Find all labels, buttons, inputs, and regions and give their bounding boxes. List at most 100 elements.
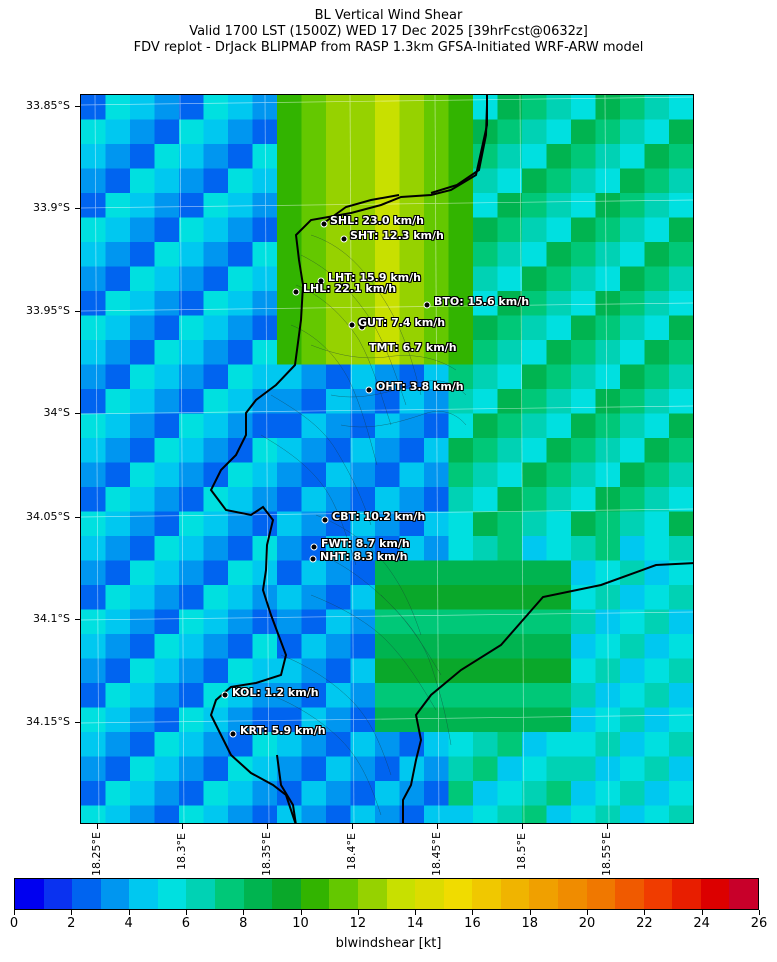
- station-label-bto[interactable]: BTO: 15.6 km/h: [434, 295, 530, 308]
- station-marker[interactable]: [423, 301, 431, 309]
- shear-cell: [203, 536, 229, 561]
- wind-shear-map[interactable]: [80, 94, 694, 824]
- shear-cell: [473, 413, 498, 439]
- shear-cell: [130, 805, 155, 823]
- shear-cell: [448, 805, 474, 823]
- station-label-lhl[interactable]: LHL: 22.1 km/h: [303, 282, 397, 295]
- shear-cell: [669, 413, 693, 439]
- shear-cell: [669, 315, 693, 341]
- shear-cell: [375, 560, 400, 586]
- shear-cell: [203, 413, 229, 439]
- shear-cell: [424, 658, 449, 684]
- station-label-krt[interactable]: KRT: 5.9 km/h: [240, 724, 326, 737]
- shear-cell: [375, 756, 400, 782]
- shear-cell: [669, 217, 693, 243]
- shear-cell: [326, 168, 351, 194]
- shear-cell: [301, 168, 327, 194]
- station-label-sht[interactable]: SHT: 12.3 km/h: [350, 229, 444, 242]
- shear-cell: [595, 805, 621, 823]
- station-marker[interactable]: [309, 555, 317, 563]
- shear-cell: [448, 560, 474, 586]
- shear-cell: [81, 707, 106, 733]
- shear-cell: [644, 658, 670, 684]
- shear-cell: [105, 193, 131, 218]
- shear-cell: [522, 291, 547, 316]
- shear-cell: [203, 168, 229, 194]
- station-label-oht[interactable]: OHT: 3.8 km/h: [376, 380, 464, 393]
- lon-tick: [522, 824, 523, 829]
- shear-cell: [252, 217, 278, 243]
- station-marker[interactable]: [348, 321, 356, 329]
- station-label-cbt[interactable]: CBT: 10.2 km/h: [332, 510, 426, 523]
- station-label-fwt[interactable]: FWT: 8.7 km/h: [321, 537, 410, 550]
- shear-cell: [522, 266, 547, 292]
- shear-cell: [694, 365, 695, 390]
- shear-cell: [252, 315, 278, 341]
- shear-cell: [571, 95, 596, 120]
- lon-label: 18.45°E: [430, 832, 443, 876]
- shear-cell: [424, 242, 449, 267]
- shear-cell: [179, 217, 204, 243]
- shear-cell: [154, 389, 180, 414]
- station-label-gut[interactable]: GUT: 7.4 km/h: [358, 316, 446, 329]
- shear-cell: [424, 805, 449, 823]
- station-marker[interactable]: [229, 730, 237, 738]
- shear-cell: [228, 805, 253, 823]
- shear-cell: [644, 315, 670, 341]
- shear-cell: [546, 462, 572, 488]
- shear-cell: [130, 536, 155, 561]
- station-marker[interactable]: [310, 543, 318, 551]
- station-marker[interactable]: [340, 235, 348, 243]
- shear-cell: [473, 193, 498, 218]
- station-label-shl[interactable]: SHL: 23.0 km/h: [330, 214, 424, 227]
- shear-cell: [105, 585, 131, 610]
- colorbar-tick: [701, 910, 703, 915]
- shear-cell: [522, 438, 547, 463]
- shear-cell: [81, 144, 106, 169]
- station-label-lht[interactable]: LHT: 15.9 km/h: [328, 271, 421, 284]
- shear-cell: [595, 242, 621, 267]
- shear-cell: [105, 438, 131, 463]
- shear-cell: [105, 119, 131, 145]
- station-marker[interactable]: [292, 288, 300, 296]
- station-marker[interactable]: [221, 691, 229, 699]
- colorbar-segment: [215, 879, 244, 909]
- shear-cell: [522, 511, 547, 537]
- shear-cell: [105, 609, 131, 635]
- shear-cell: [669, 511, 693, 537]
- lon-label: 18.35°E: [260, 832, 273, 876]
- station-marker[interactable]: [321, 516, 329, 524]
- shear-cell: [571, 781, 596, 806]
- shear-cell: [644, 389, 670, 414]
- shear-cell: [105, 560, 131, 586]
- shear-cell: [301, 511, 327, 537]
- station-marker[interactable]: [320, 220, 328, 228]
- shear-cell: [350, 658, 376, 684]
- shear-cell: [571, 315, 596, 341]
- shear-cell: [497, 487, 523, 512]
- station-marker[interactable]: [358, 323, 366, 331]
- shear-cell: [326, 805, 351, 823]
- station-label-kol[interactable]: KOL: 1.2 km/h: [232, 686, 319, 699]
- station-label-nht[interactable]: NHT: 8.3 km/h: [320, 550, 408, 563]
- shear-cell: [81, 242, 106, 267]
- shear-cell: [694, 757, 695, 782]
- station-marker[interactable]: [365, 386, 373, 394]
- colorbar-segment: [500, 879, 530, 909]
- shear-cell: [105, 462, 131, 488]
- shear-cell: [105, 340, 131, 365]
- shear-cell: [375, 585, 400, 610]
- shear-cell: [252, 511, 278, 537]
- station-marker[interactable]: [317, 277, 325, 285]
- shear-cell: [546, 438, 572, 463]
- shear-cell: [301, 193, 327, 218]
- shear-cell: [473, 462, 498, 488]
- shear-cell: [252, 364, 278, 390]
- lat-tick: [75, 413, 80, 414]
- shear-cell: [375, 144, 400, 169]
- station-label-tmt[interactable]: TMT: 6.7 km/h: [369, 341, 457, 354]
- shear-cell: [105, 242, 131, 267]
- shear-cell: [424, 462, 449, 488]
- shear-cell: [644, 95, 670, 120]
- shear-cell: [203, 389, 229, 414]
